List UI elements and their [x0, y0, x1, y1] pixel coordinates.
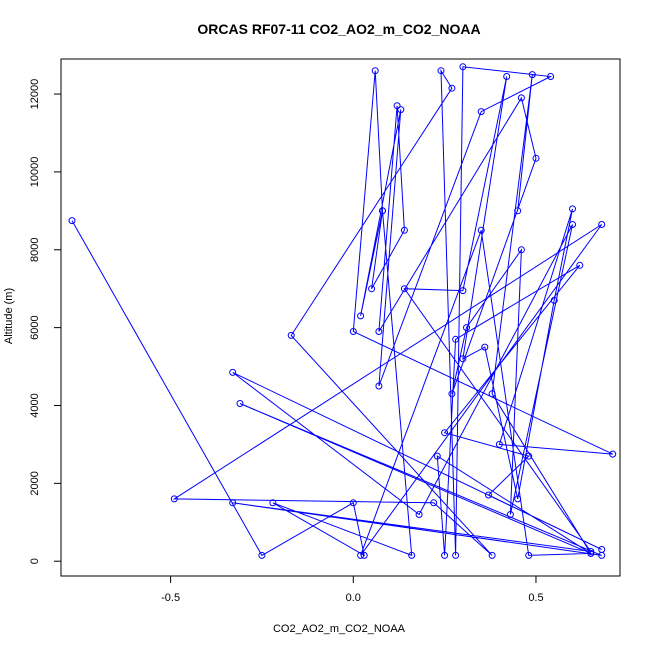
data-point — [437, 67, 445, 75]
data-point — [481, 343, 489, 351]
data-point — [514, 207, 522, 215]
data-point — [503, 73, 511, 80]
data-point — [587, 549, 595, 557]
data-point — [532, 154, 540, 162]
series-lines — [71, 66, 613, 557]
data-point — [550, 296, 558, 304]
data-point — [441, 551, 449, 559]
data-point — [397, 106, 405, 114]
data-point — [379, 207, 386, 215]
data-point — [598, 221, 606, 228]
data-point — [528, 71, 536, 79]
y-axis-label: Altitude (m) — [3, 288, 15, 344]
data-point — [609, 450, 617, 458]
data-point — [485, 491, 492, 499]
data-point — [430, 499, 438, 507]
data-point — [269, 499, 277, 507]
data-point — [525, 551, 533, 559]
y-tick-label: 0 — [29, 558, 41, 564]
data-point — [236, 400, 244, 407]
y-tick-label: 12000 — [29, 79, 41, 110]
data-point — [448, 84, 456, 92]
data-point — [68, 217, 76, 225]
data-point — [459, 287, 467, 295]
data-point — [477, 108, 485, 116]
data-point — [433, 452, 441, 460]
data-point — [488, 390, 496, 398]
data-point — [452, 551, 460, 559]
data-point — [408, 551, 416, 559]
data-point — [349, 499, 357, 507]
x-tick-label: 0.0 — [346, 592, 361, 604]
series-line — [71, 66, 613, 557]
y-tick-label: 2000 — [29, 471, 41, 495]
data-point — [517, 94, 525, 102]
data-point — [400, 226, 408, 234]
chart-title: ORCAS RF07-11 CO2_AO2_m_CO2_NOAA — [197, 21, 480, 37]
data-point — [360, 551, 368, 559]
data-point — [506, 511, 514, 518]
data-point — [488, 551, 496, 559]
data-point — [400, 285, 408, 293]
data-point — [463, 324, 470, 332]
data-point — [393, 102, 401, 110]
data-point — [371, 67, 379, 75]
y-tick-label: 4000 — [29, 393, 41, 417]
series-points — [68, 63, 617, 559]
data-point — [452, 335, 460, 343]
data-point — [576, 261, 584, 269]
data-point — [547, 73, 555, 80]
plot-box — [60, 58, 621, 577]
data-point — [375, 328, 383, 335]
data-point — [587, 548, 595, 555]
data-point — [517, 246, 525, 254]
data-point — [287, 331, 295, 339]
data-point — [448, 390, 456, 398]
data-point — [415, 511, 423, 518]
data-point — [441, 429, 449, 437]
data-point — [375, 382, 383, 390]
data-point — [170, 495, 178, 503]
y-tick-label: 8000 — [29, 238, 41, 262]
data-point — [349, 328, 357, 335]
data-point — [229, 499, 237, 507]
data-point — [368, 285, 376, 293]
data-point — [229, 368, 237, 376]
y-axis: 0 2000 4000 6000 8000 10000 12000 — [29, 79, 62, 564]
data-point — [495, 440, 503, 448]
y-tick-label: 10000 — [29, 157, 41, 188]
data-point — [459, 63, 467, 71]
data-point — [569, 205, 576, 213]
data-point — [514, 495, 522, 503]
x-axis: -0.5 0.0 0.5 — [161, 575, 544, 604]
data-point — [258, 551, 266, 559]
data-point — [357, 312, 365, 320]
data-point — [569, 221, 576, 228]
y-tick-label: 6000 — [29, 315, 41, 339]
data-point — [459, 355, 467, 363]
x-tick-label: -0.5 — [161, 592, 180, 604]
data-point — [525, 452, 533, 460]
x-axis-label: CO2_AO2_m_CO2_NOAA — [273, 623, 406, 635]
data-point — [357, 551, 365, 559]
data-point — [477, 226, 485, 234]
x-tick-label: 0.5 — [528, 592, 543, 604]
data-point — [598, 546, 606, 553]
